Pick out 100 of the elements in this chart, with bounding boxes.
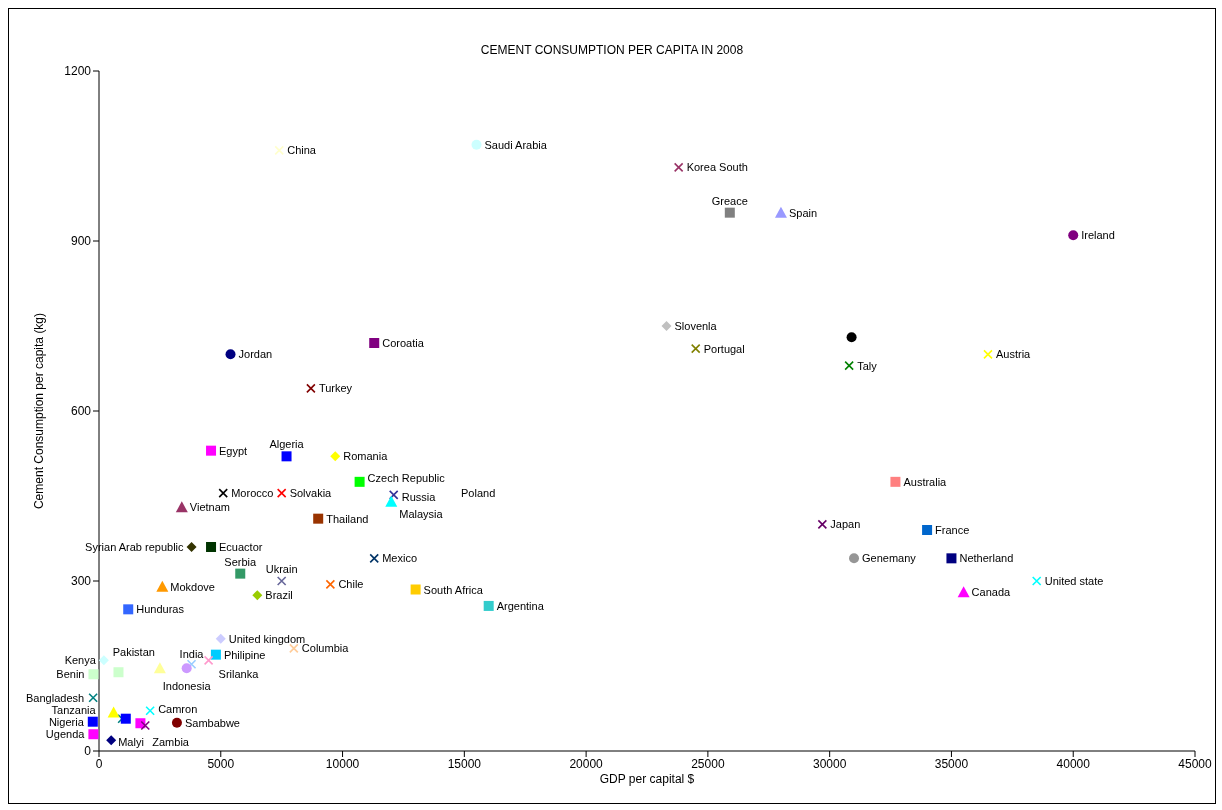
point	[661, 321, 672, 331]
point	[225, 349, 236, 360]
point	[846, 332, 857, 343]
series-label: Brazil	[265, 589, 293, 602]
point	[98, 655, 109, 666]
point	[276, 488, 287, 498]
point	[120, 713, 131, 724]
point	[281, 451, 292, 462]
point	[817, 519, 828, 530]
series-label: Greace	[711, 194, 748, 207]
series-label: Serbia	[224, 555, 258, 568]
point	[210, 649, 221, 660]
point	[186, 542, 197, 552]
series-label: Austria	[995, 348, 1032, 361]
series-label: Malyi	[118, 736, 144, 749]
series-label: Egypt	[219, 444, 248, 457]
point	[215, 633, 226, 644]
series-label: Sambabwe	[184, 716, 240, 729]
series-label: Pakistan	[112, 646, 155, 659]
point	[156, 580, 169, 592]
series-label: Ukrain	[265, 563, 298, 575]
x-tick-label: 15000	[447, 756, 482, 771]
point	[107, 706, 120, 718]
point	[385, 495, 398, 507]
point	[354, 476, 365, 487]
series-label: Philipine	[223, 648, 266, 661]
x-tick-label: 40000	[1056, 756, 1091, 771]
point	[673, 162, 684, 173]
x-axis-title: GDP per capital $	[599, 772, 695, 786]
point	[175, 501, 188, 513]
chart-title: CEMENT CONSUMPTION PER CAPITA IN 2008	[479, 43, 745, 57]
series-label: South Africa	[423, 583, 484, 596]
point	[724, 207, 735, 218]
series-label: Srilanka	[218, 668, 260, 681]
point	[171, 717, 182, 728]
series-label: India	[179, 648, 205, 661]
series-label: Portugal	[703, 342, 745, 355]
point	[471, 139, 482, 150]
series-label: Mokdove	[170, 580, 215, 593]
series-label: Turkey	[318, 382, 353, 395]
series-label: Thailand	[326, 512, 369, 525]
series-label: Columbia	[301, 642, 350, 655]
x-tick-label: 25000	[691, 756, 725, 771]
point	[1068, 230, 1079, 241]
x-tick-label: 5000	[207, 756, 235, 771]
point	[946, 553, 957, 564]
annotation: Poland	[461, 487, 496, 499]
point	[153, 662, 166, 674]
series-label: Solvakia	[289, 487, 333, 500]
point	[369, 553, 380, 564]
series-label: China	[287, 144, 317, 157]
point	[983, 349, 993, 360]
point	[113, 667, 124, 678]
series-label: Netherland	[959, 552, 1014, 565]
series-label: Jordan	[238, 348, 273, 361]
point	[849, 553, 860, 564]
series-label: Zambia	[152, 735, 190, 748]
series-label: France	[935, 524, 970, 536]
point	[218, 488, 229, 498]
y-tick-label: 0	[84, 744, 92, 759]
series-label: Malaysia	[399, 507, 444, 520]
x-tick-label: 10000	[325, 756, 360, 771]
series-label: Camron	[158, 702, 198, 715]
point	[483, 600, 494, 611]
series-label: United state	[1044, 575, 1104, 587]
point	[313, 513, 324, 524]
legend-label: Nigeria	[48, 715, 85, 728]
point	[274, 145, 285, 156]
series-label: Argentina	[496, 599, 545, 612]
y-tick-label: 300	[70, 574, 92, 589]
point	[181, 663, 192, 674]
series-label: Indonesia	[162, 680, 212, 693]
series-label: Chile	[338, 578, 364, 591]
legend-label: Ugenda	[45, 728, 86, 741]
point	[690, 343, 701, 354]
point	[235, 568, 246, 579]
point	[306, 383, 316, 394]
point	[774, 206, 787, 218]
series-label: Kenya	[64, 654, 97, 667]
x-tick-label: 35000	[934, 756, 969, 771]
series-label: Tanzania	[51, 704, 97, 717]
x-tick-label: 20000	[569, 756, 604, 771]
point	[145, 705, 155, 716]
series-label: Czech Republic	[367, 471, 446, 484]
series-label: Hunduras	[136, 603, 185, 616]
point	[186, 659, 197, 670]
y-tick-label: 1200	[64, 64, 92, 79]
series-label: Ireland	[1081, 229, 1115, 242]
series-label: Vietnam	[189, 501, 230, 514]
point	[140, 720, 151, 731]
point	[844, 360, 854, 371]
series-label: Spain	[788, 206, 818, 219]
x-tick-label: 30000	[812, 756, 847, 771]
point	[276, 576, 287, 586]
x-tick-label: 45000	[1178, 756, 1213, 771]
series-label: Australia	[903, 475, 948, 488]
point	[252, 590, 263, 601]
point	[1031, 576, 1042, 586]
series-label: Syrian Arab republic	[85, 541, 185, 553]
point	[325, 579, 336, 590]
